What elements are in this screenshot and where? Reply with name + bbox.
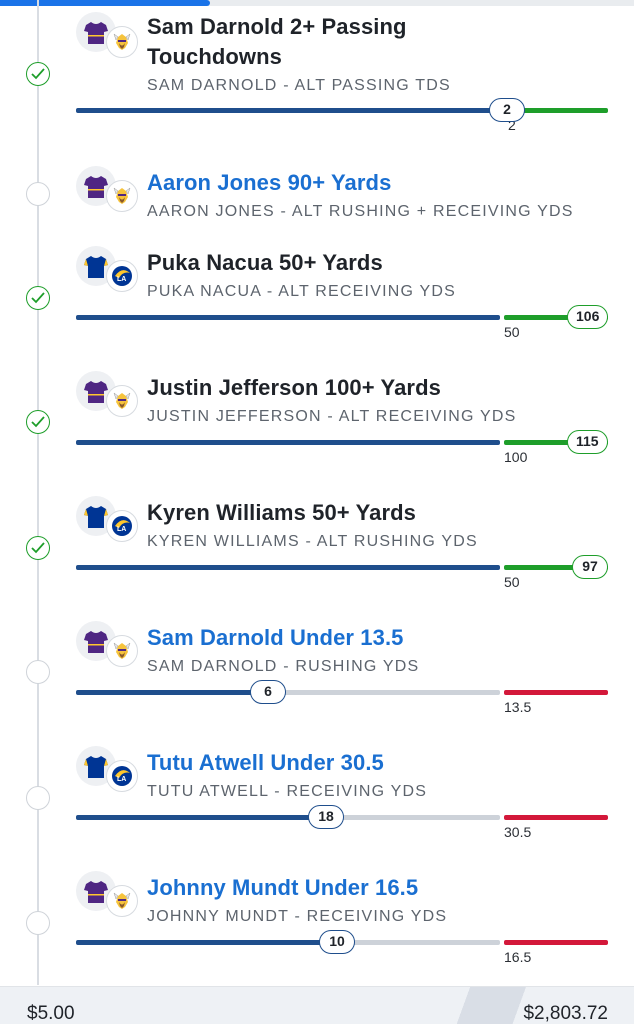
bet-footer: $5.00 $2,803.72 [0, 986, 634, 1024]
empty-circle-icon [26, 911, 50, 935]
line-value-label: 13.5 [504, 699, 532, 715]
player-team-logos [76, 871, 140, 917]
over-segment [509, 108, 608, 113]
over-line-segment [504, 690, 608, 695]
leg-title[interactable]: Johnny Mundt Under 16.5 [147, 875, 419, 900]
current-value-badge: 18 [308, 805, 344, 829]
over-segment [504, 565, 608, 570]
empty-circle-icon [26, 660, 50, 684]
progress-tracker: 50 97 [76, 555, 608, 590]
vikings-logo-icon [106, 885, 138, 917]
progress-tracker: 30.5 18 [76, 805, 608, 840]
rams-logo-icon: LA [106, 760, 138, 792]
svg-text:LA: LA [117, 526, 126, 533]
rams-logo-icon: LA [106, 510, 138, 542]
leg-market: JOHNNY MUNDT - RECEIVING YDS [147, 908, 448, 925]
player-team-logos: LA [76, 246, 140, 292]
svg-text:LA: LA [117, 776, 126, 783]
player-team-logos [76, 166, 140, 212]
check-circle-icon [26, 286, 50, 310]
progress-tracker: 13.5 6 [76, 680, 608, 715]
leg-title[interactable]: Puka Nacua 50+ Yards [147, 250, 383, 275]
leg-market: PUKA NACUA - ALT RECEIVING YDS [147, 283, 456, 300]
over-line-segment [504, 815, 608, 820]
line-segment [76, 315, 500, 320]
leg-title[interactable]: Tutu Atwell Under 30.5 [147, 750, 384, 775]
leg-title[interactable]: Sam Darnold 2+ Passing Touchdowns [147, 14, 407, 69]
line-value-label: 100 [504, 449, 528, 465]
leg-title[interactable]: Aaron Jones 90+ Yards [147, 170, 392, 195]
line-segment [76, 565, 500, 570]
player-team-logos [76, 12, 140, 58]
vikings-logo-icon [106, 635, 138, 667]
line-value-label: 50 [504, 574, 520, 590]
svg-text:LA: LA [117, 276, 126, 283]
line-value-label: 16.5 [504, 949, 532, 965]
remaining-segment [337, 940, 500, 945]
leg-market: JUSTIN JEFFERSON - ALT RECEIVING YDS [147, 408, 517, 425]
empty-circle-icon [26, 786, 50, 810]
over-segment [504, 315, 608, 320]
stake-amount: $5.00 [27, 1003, 75, 1024]
footer-decoration [394, 987, 634, 1024]
leg-title[interactable]: Kyren Williams 50+ Yards [147, 500, 416, 525]
top-progress-bar [0, 0, 634, 6]
check-circle-icon [26, 62, 50, 86]
payout-amount: $2,803.72 [523, 1003, 608, 1024]
remaining-segment [326, 815, 500, 820]
current-value-badge: 10 [319, 930, 355, 954]
player-team-logos [76, 621, 140, 667]
line-value-label: 50 [504, 324, 520, 340]
progress-tracker: 50 106 [76, 305, 609, 340]
current-value-badge: 2 [489, 98, 525, 122]
vikings-logo-icon [106, 180, 138, 212]
leg-title[interactable]: Justin Jefferson 100+ Yards [147, 375, 441, 400]
progress-segment [76, 940, 337, 945]
player-team-logos: LA [76, 746, 140, 792]
player-team-logos: LA [76, 496, 140, 542]
progress-tracker: 100 115 [76, 430, 608, 465]
line-value-label: 2 [508, 117, 516, 133]
vikings-logo-icon [106, 385, 138, 417]
jersey-icon [76, 746, 116, 786]
over-segment [504, 440, 608, 445]
timeline-line [37, 0, 39, 985]
line-segment [76, 440, 500, 445]
check-circle-icon [26, 536, 50, 560]
over-line-segment [504, 940, 608, 945]
progress-segment [76, 815, 326, 820]
leg-market: TUTU ATWELL - RECEIVING YDS [147, 783, 428, 800]
current-value-badge: 6 [250, 680, 286, 704]
vikings-logo-icon [106, 26, 138, 58]
leg-title[interactable]: Sam Darnold Under 13.5 [147, 625, 404, 650]
line-value-label: 30.5 [504, 824, 532, 840]
leg-market: SAM DARNOLD - ALT PASSING TDS [147, 77, 451, 94]
player-team-logos [76, 371, 140, 417]
rams-logo-icon: LA [106, 260, 138, 292]
leg-market: AARON JONES - ALT RUSHING + RECEIVING YD… [147, 203, 574, 220]
progress-tracker: 16.5 10 [76, 930, 608, 965]
progress-segment [76, 690, 268, 695]
leg-market: SAM DARNOLD - RUSHING YDS [147, 658, 420, 675]
current-value-badge: 106 [567, 305, 609, 329]
current-value-badge: 97 [572, 555, 608, 579]
remaining-segment [268, 690, 500, 695]
line-segment [76, 108, 505, 113]
leg-market: KYREN WILLIAMS - ALT RUSHING YDS [147, 533, 478, 550]
current-value-badge: 115 [567, 430, 608, 454]
empty-circle-icon [26, 182, 50, 206]
check-circle-icon [26, 410, 50, 434]
